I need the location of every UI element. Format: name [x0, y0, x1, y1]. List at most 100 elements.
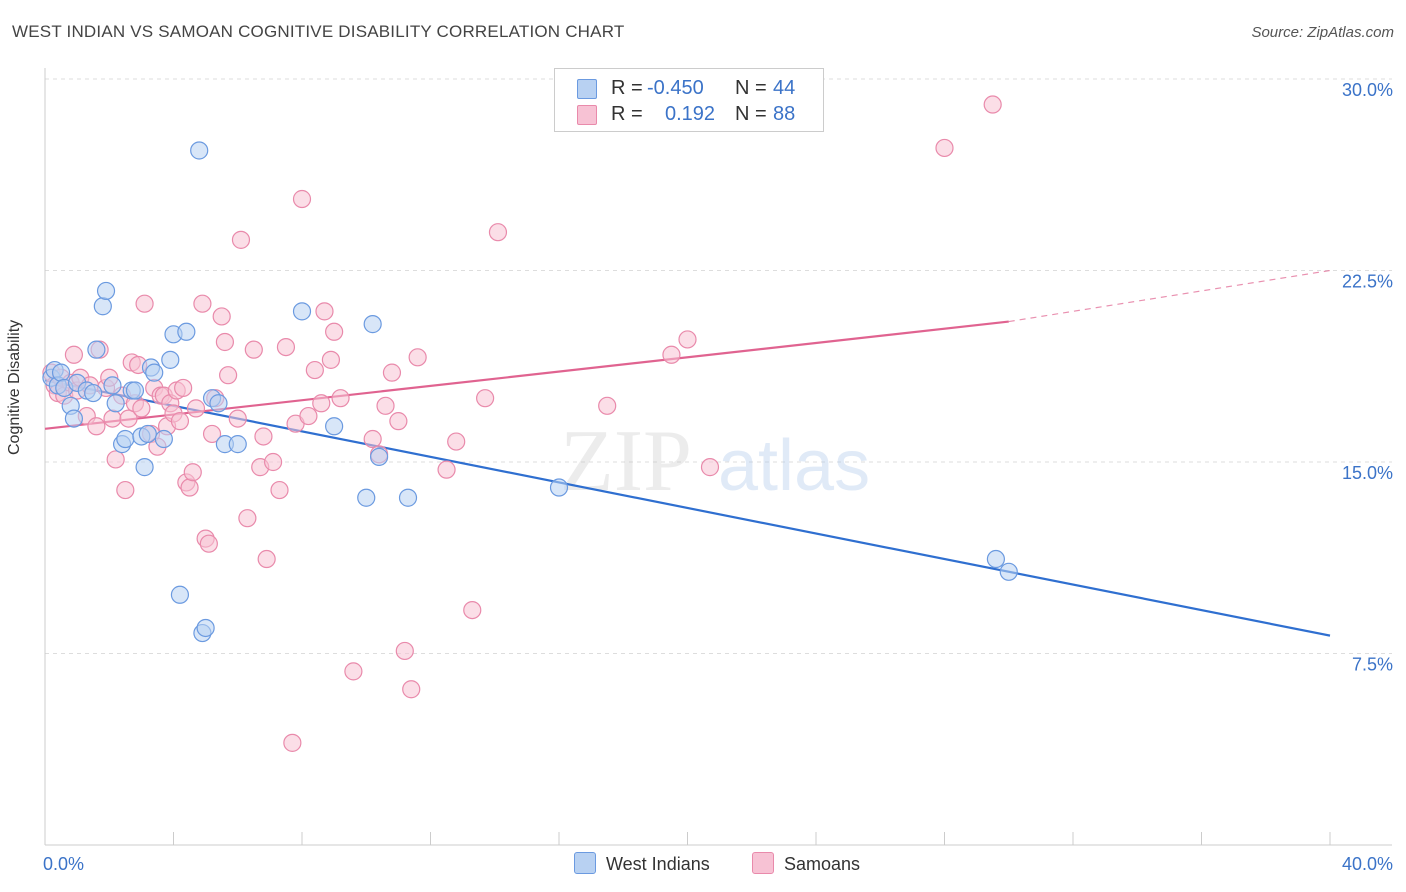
samoan-point [700, 458, 720, 477]
samoan-point [325, 322, 344, 341]
grid-lines [45, 78, 1392, 654]
samoan-point [132, 399, 151, 418]
samoan-point [299, 406, 318, 426]
samoan-point [135, 294, 154, 313]
samoan-point [447, 432, 466, 451]
correlation-legend: R = -0.450 N = 44 R = 0.192 N = 88 [554, 68, 824, 132]
west-indian-point [145, 363, 164, 382]
west-indian-point [51, 363, 71, 382]
samoan-point [64, 345, 84, 364]
samoan-point [315, 302, 334, 321]
west-indian-point [292, 302, 312, 321]
west-indian-point [84, 383, 103, 403]
source-label: Source: ZipAtlas.com [1251, 24, 1394, 41]
legend-r-value: 0.192 [665, 103, 716, 125]
west-indian-point [64, 409, 84, 428]
samoan-point [202, 424, 222, 444]
samoan-point [119, 409, 138, 428]
samoan-point [344, 662, 363, 681]
samoan-point [983, 95, 1002, 114]
y-tick-label: 15.0% [1342, 463, 1393, 483]
legend-r-value: -0.450 [647, 77, 704, 99]
y-tick-label: 22.5% [1342, 272, 1393, 292]
samoan-point [488, 223, 508, 242]
samoan-point [437, 460, 456, 479]
legend-swatch-pink [577, 105, 597, 125]
legend-swatch-pink [752, 852, 774, 874]
watermark-zip: ZIP [560, 413, 692, 510]
samoan-point [87, 417, 106, 436]
samoan-point [283, 733, 302, 752]
legend-n-label: N = [735, 77, 767, 99]
west-indian-point [154, 429, 173, 449]
samoans-points [42, 95, 1002, 752]
samoan-point [186, 399, 206, 418]
samoan-point [376, 396, 395, 415]
watermark: ZIP atlas [560, 413, 870, 510]
west-indian-point [135, 458, 154, 477]
samoan-point [382, 363, 402, 382]
legend-label: West Indians [606, 854, 710, 874]
bottom-legend-west-indians[interactable]: West Indians [574, 852, 710, 875]
west-indian-point [196, 618, 215, 638]
bottom-legend-samoans[interactable]: Samoans [752, 852, 860, 875]
x-tick-label: 0.0% [43, 854, 84, 874]
west-indian-point [87, 340, 106, 359]
samoan-point [228, 409, 247, 428]
west-indian-point [986, 549, 1006, 569]
west-indian-point [325, 417, 344, 436]
samoan-point [270, 480, 289, 500]
y-axis-label: Cognitive Disability [6, 319, 23, 455]
samoan-point [292, 189, 312, 209]
west-indians-trend-line [44, 379, 1331, 637]
samoan-point [215, 332, 234, 352]
samoan-point [174, 378, 193, 398]
west-indian-point [116, 429, 135, 449]
west-indian-point [177, 322, 196, 341]
samoans-trend-extension [1008, 269, 1331, 323]
tick-labels: 7.5% 15.0% 22.5% 30.0% 0.0% 40.0% [43, 80, 1393, 874]
legend-n-value: 88 [773, 103, 796, 125]
samoan-point [331, 389, 350, 408]
x-tick-label: 40.0% [1342, 854, 1393, 874]
y-tick-label: 7.5% [1352, 655, 1393, 675]
samoan-point [463, 600, 482, 620]
samoan-point [402, 680, 421, 699]
west-indian-point [357, 488, 376, 507]
samoan-point [193, 294, 212, 313]
west-indian-point [209, 394, 228, 413]
samoan-point [389, 412, 408, 431]
west-indian-point [96, 281, 116, 301]
samoan-point [257, 549, 276, 569]
samoan-point [244, 340, 263, 359]
west-indian-point [363, 315, 382, 334]
legend-swatch-blue [574, 852, 596, 874]
west-indian-point [228, 435, 247, 454]
samoan-point [180, 478, 199, 497]
samoan-point [219, 366, 238, 385]
west-indian-point [190, 141, 209, 160]
samoan-point [363, 429, 382, 449]
samoan-point [199, 534, 218, 553]
samoan-point [254, 427, 273, 446]
west-indian-point [103, 376, 122, 395]
west-indian-point [999, 562, 1018, 581]
west-indian-point [125, 381, 145, 400]
legend-n-value: 44 [773, 77, 796, 99]
legend-r-label: R = [611, 77, 643, 99]
legend-swatch-blue [577, 79, 597, 99]
watermark-atlas: atlas [718, 426, 870, 506]
samoan-point [212, 307, 231, 326]
y-tick-label: 30.0% [1342, 80, 1393, 100]
west-indian-point [93, 297, 112, 316]
west-indian-point [138, 424, 157, 444]
samoan-point [408, 348, 427, 367]
axes [44, 68, 1392, 846]
west-indian-point [549, 478, 569, 497]
trend-lines [44, 269, 1331, 637]
west-indian-point [106, 394, 125, 413]
samoan-point [678, 330, 697, 349]
samoan-point [276, 338, 296, 357]
samoan-point [170, 412, 190, 431]
